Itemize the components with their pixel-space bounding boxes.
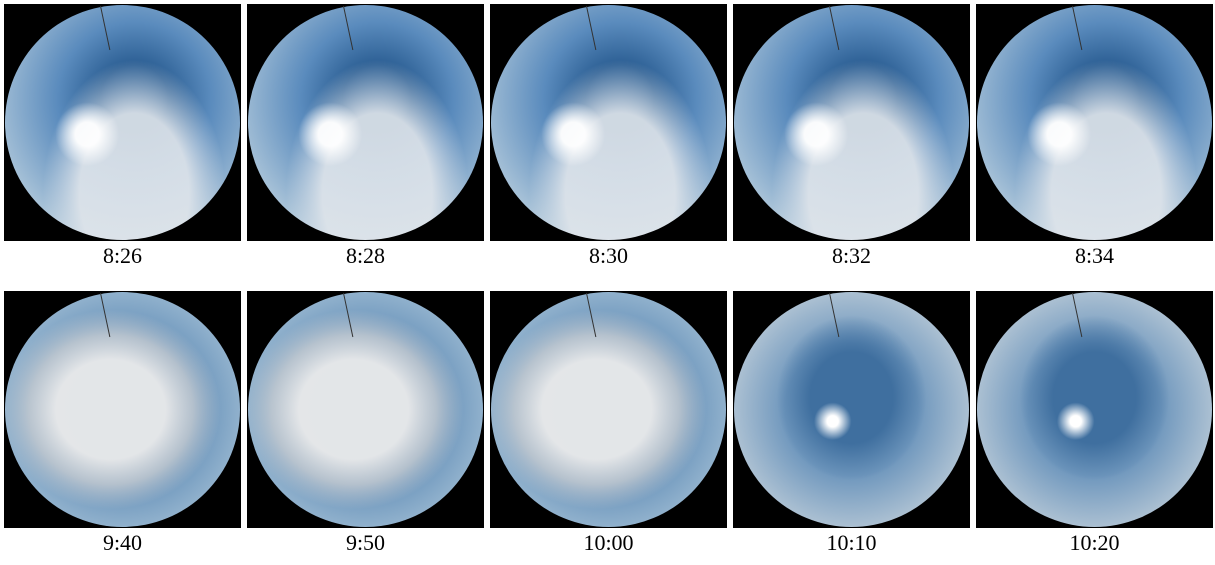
caption: 9:40 xyxy=(4,528,241,558)
sky-disc xyxy=(248,292,483,527)
caption: 9:50 xyxy=(247,528,484,558)
caption: 8:28 xyxy=(247,241,484,271)
sky-image xyxy=(733,291,970,528)
sky-image xyxy=(4,291,241,528)
sky-panel: 8:30 xyxy=(490,4,727,271)
sky-disc xyxy=(977,292,1212,527)
sky-disc xyxy=(734,5,969,240)
sky-image xyxy=(490,4,727,241)
sky-disc xyxy=(734,292,969,527)
sky-panel: 8:34 xyxy=(976,4,1213,271)
caption: 8:34 xyxy=(976,241,1213,271)
sky-disc xyxy=(5,5,240,240)
figure: 8:268:288:308:328:34 9:409:5010:0010:1010… xyxy=(0,0,1215,565)
sky-panel: 8:26 xyxy=(4,4,241,271)
sky-panel: 10:20 xyxy=(976,291,1213,558)
sky-image xyxy=(976,4,1213,241)
sky-panel: 9:50 xyxy=(247,291,484,558)
sky-panel: 10:00 xyxy=(490,291,727,558)
caption: 10:00 xyxy=(490,528,727,558)
sky-disc xyxy=(248,5,483,240)
sky-disc xyxy=(491,292,726,527)
sky-image xyxy=(247,291,484,528)
sky-panel: 9:40 xyxy=(4,291,241,558)
sky-image xyxy=(733,4,970,241)
sky-image xyxy=(4,4,241,241)
sky-panel: 8:32 xyxy=(733,4,970,271)
sky-panel: 10:10 xyxy=(733,291,970,558)
caption: 10:20 xyxy=(976,528,1213,558)
sky-image xyxy=(247,4,484,241)
caption: 10:10 xyxy=(733,528,970,558)
caption: 8:30 xyxy=(490,241,727,271)
caption: 8:26 xyxy=(4,241,241,271)
sky-image xyxy=(490,291,727,528)
sky-disc xyxy=(5,292,240,527)
sky-panel: 8:28 xyxy=(247,4,484,271)
sky-disc xyxy=(977,5,1212,240)
caption: 8:32 xyxy=(733,241,970,271)
sky-disc xyxy=(491,5,726,240)
sky-image xyxy=(976,291,1213,528)
